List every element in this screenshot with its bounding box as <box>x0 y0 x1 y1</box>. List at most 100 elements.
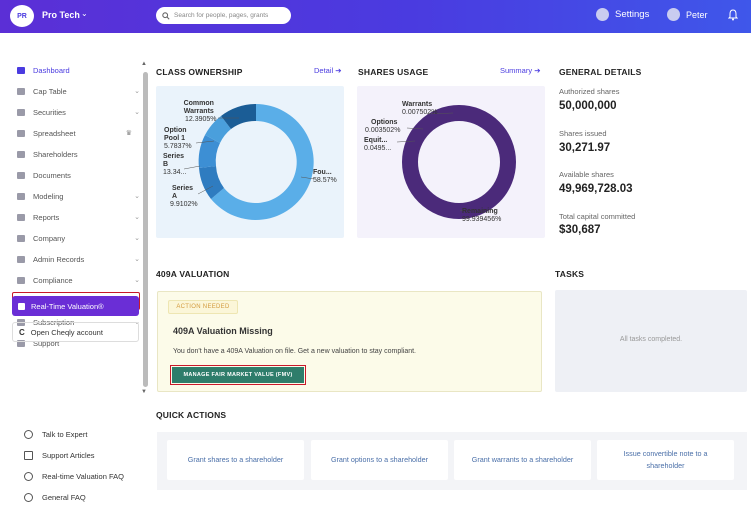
settings-button[interactable]: Settings <box>596 8 649 21</box>
common-warrants-pct: 12.3905% <box>185 116 217 123</box>
question-icon <box>24 493 33 502</box>
sidebar-item-label: Admin Records <box>33 254 85 264</box>
securities-icon <box>17 108 25 116</box>
series-a-segment[interactable] <box>199 166 224 199</box>
options-name: Options <box>371 119 398 126</box>
capital-committed-value: $30,687 <box>559 224 601 236</box>
sidebar-item-dashboard[interactable]: Dashboard <box>12 61 140 79</box>
company-icon <box>17 234 25 242</box>
grant-options-button[interactable]: Grant options to a shareholder <box>311 440 448 480</box>
company-avatar[interactable]: PR <box>10 5 34 27</box>
remaining-segment[interactable] <box>402 105 516 219</box>
equity-pct: 0.0495... <box>364 145 392 152</box>
series-a-label: Series A 9.9102% <box>170 185 198 209</box>
tasks-empty-message: All tasks completed. <box>619 336 683 343</box>
realtime-valuation-button[interactable]: Real-Time Valuation® <box>12 296 139 316</box>
series-b-label: Series B 13.34... <box>163 153 186 177</box>
sidebar-item-label: Support <box>33 338 60 348</box>
sidebar-item-compliance[interactable]: Compliance ⌄ <box>12 271 140 289</box>
sidebar-item-spreadsheet[interactable]: Spreadsheet ♛ <box>12 124 140 142</box>
scroll-up-arrow[interactable]: ▲ <box>141 61 147 67</box>
sidebar-item-documents[interactable]: Documents <box>12 166 140 184</box>
open-cheqly-button[interactable]: C Open Cheqly account <box>12 322 139 342</box>
shares-usage-chart <box>357 86 545 238</box>
grant-shares-button[interactable]: Grant shares to a shareholder <box>167 440 304 480</box>
shares-usage-donut <box>396 105 516 219</box>
cap-table-icon <box>17 87 25 95</box>
sidebar-item-label: Documents <box>33 170 71 180</box>
help-talk-to-expert[interactable]: Talk to Expert <box>24 430 87 439</box>
sidebar-item-securities[interactable]: Securities ⌄ <box>12 103 140 121</box>
search-bar[interactable] <box>156 7 291 24</box>
bell-icon[interactable] <box>728 9 738 21</box>
common-warrants-segment[interactable] <box>221 104 256 129</box>
user-menu[interactable]: Peter <box>667 8 708 21</box>
dashboard-icon <box>17 66 25 74</box>
support-icon <box>17 339 25 347</box>
shares-issued-label: Shares issued <box>559 129 607 138</box>
issue-convertible-note-button[interactable]: Issue convertible note to a shareholder <box>597 440 734 480</box>
question-icon <box>24 472 33 481</box>
class-ownership-chart <box>156 86 344 238</box>
user-name: Peter <box>686 9 708 20</box>
help-label: Support Articles <box>42 451 95 460</box>
option-pool-segment[interactable] <box>205 116 231 143</box>
sidebar-scrollbar[interactable] <box>143 72 148 387</box>
sidebar-item-shareholders[interactable]: Shareholders <box>12 145 140 163</box>
sidebar-item-reports[interactable]: Reports ⌄ <box>12 208 140 226</box>
sidebar-item-admin-records[interactable]: Admin Records ⌄ <box>12 250 140 268</box>
sidebar-item-cap-table[interactable]: Cap Table ⌄ <box>12 82 140 100</box>
scroll-down-arrow[interactable]: ▼ <box>141 389 147 395</box>
valuation-missing-text: You don't have a 409A Valuation on file.… <box>173 348 417 355</box>
book-icon <box>24 451 33 460</box>
detail-link[interactable]: Detail ➔ <box>314 66 342 75</box>
options-pct: 0.003502% <box>365 127 401 134</box>
summary-link[interactable]: Summary ➔ <box>500 66 540 75</box>
tasks-title: TASKS <box>555 269 585 279</box>
help-general-faq[interactable]: General FAQ <box>24 493 86 502</box>
search-icon <box>162 11 170 20</box>
help-realtime-faq[interactable]: Real-time Valuation FAQ <box>24 472 124 481</box>
help-label: General FAQ <box>42 493 86 502</box>
shares-issued-value: 30,271.97 <box>559 142 611 154</box>
sidebar-item-label: Modeling <box>33 191 64 201</box>
arrow-right-icon: ➔ <box>335 66 342 75</box>
help-support-articles[interactable]: Support Articles <box>24 451 95 460</box>
sidebar-item-label: Compliance <box>33 275 73 285</box>
founders-name: Fou... <box>313 169 332 176</box>
arrow-right-icon: ➔ <box>534 66 541 75</box>
manage-fmv-button[interactable]: MANAGE FAIR MARKET VALUE (FMV) <box>170 365 306 385</box>
equity-name: Equit... <box>364 137 388 144</box>
warrants-name: Warrants <box>402 101 433 108</box>
founders-segment[interactable] <box>211 104 314 220</box>
manage-fmv-label: MANAGE FAIR MARKET VALUE (FMV) <box>172 367 304 383</box>
option-pool-name: Option Pool 1 <box>164 127 187 142</box>
reports-icon <box>17 213 25 221</box>
class-ownership-title: CLASS OWNERSHIP <box>156 67 243 77</box>
chevron-down-icon: ⌄ <box>134 277 140 284</box>
available-shares-label: Available shares <box>559 170 614 179</box>
remaining-pct: 99.939456% <box>462 216 502 223</box>
realtime-valuation-label: Real-Time Valuation® <box>31 301 104 311</box>
search-input[interactable] <box>174 12 284 19</box>
chevron-down-icon: ⌄ <box>134 193 140 200</box>
series-b-pct: 13.34... <box>163 169 187 176</box>
chevron-down-icon[interactable]: ⌄ <box>81 9 88 18</box>
sidebar-item-support[interactable]: Support <box>12 334 140 352</box>
remaining-name: Remaining <box>462 208 498 215</box>
sidebar-item-modeling[interactable]: Modeling ⌄ <box>12 187 140 205</box>
founders-pct: 58.57% <box>313 177 337 184</box>
company-name[interactable]: Pro Tech <box>42 10 80 20</box>
grant-warrants-button[interactable]: Grant warrants to a shareholder <box>454 440 591 480</box>
warrants-pct: 0.007502% <box>402 109 438 116</box>
sidebar-item-company[interactable]: Company ⌄ <box>12 229 140 247</box>
series-b-name: Series B <box>163 153 185 168</box>
series-b-segment[interactable] <box>198 135 220 168</box>
sidebar-item-label: Company <box>33 233 66 243</box>
sidebar-item-label: Dashboard <box>33 65 70 75</box>
sidebar-item-label: Spreadsheet <box>33 128 76 138</box>
authorized-shares-value: 50,000,000 <box>559 100 617 112</box>
sidebar-item-label: Shareholders <box>33 149 78 159</box>
sidebar-item-label: Cap Table <box>33 86 67 96</box>
common-warrants-name: Common Warrants <box>183 100 214 115</box>
